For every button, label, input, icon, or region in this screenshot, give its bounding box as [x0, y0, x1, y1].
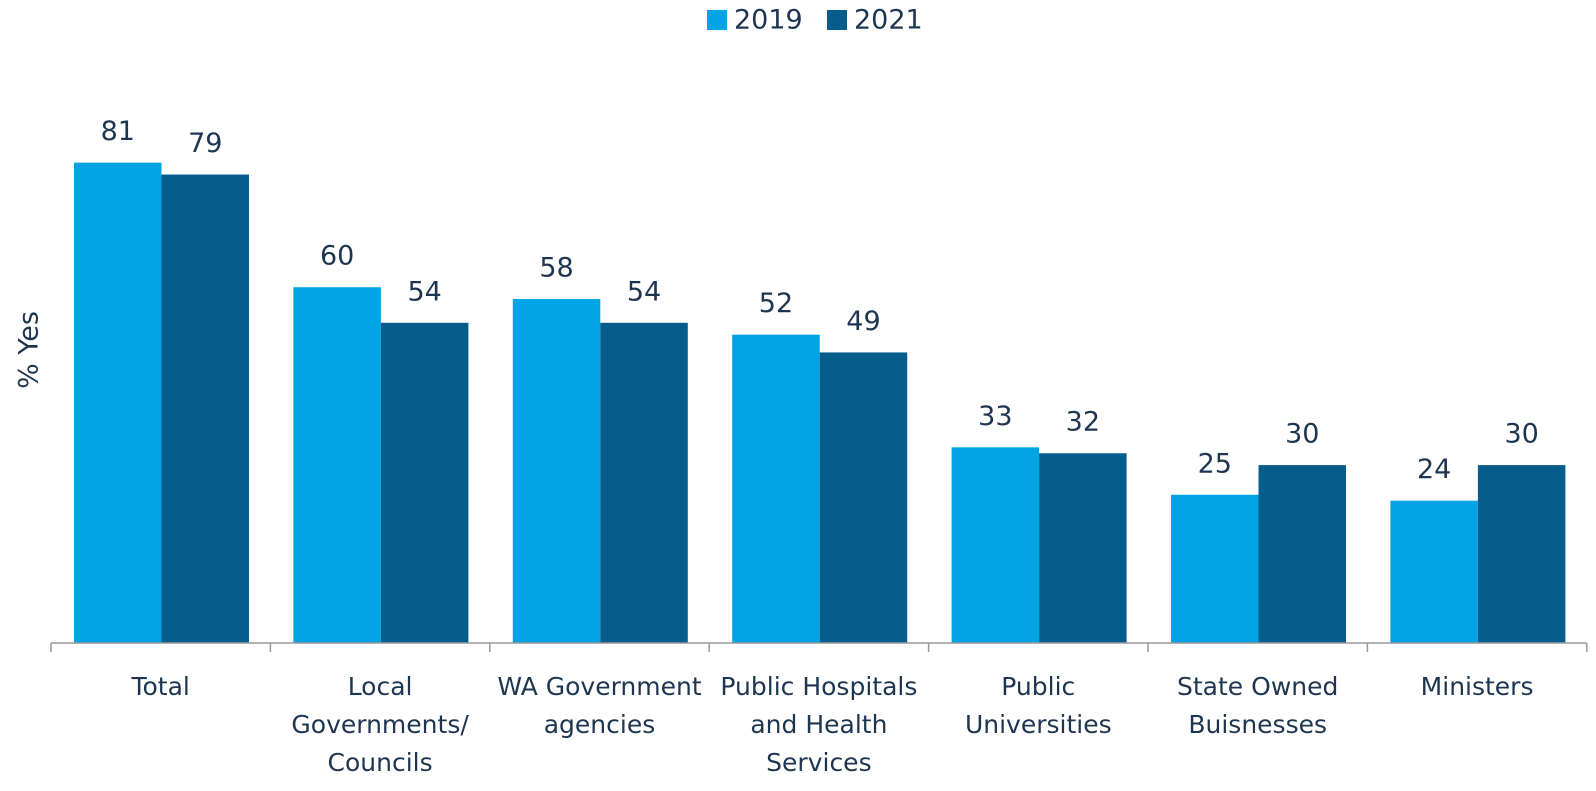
bar [1390, 500, 1478, 643]
data-label: 33 [978, 401, 1012, 432]
data-label: 30 [1285, 419, 1319, 450]
bar [1039, 453, 1127, 643]
bar [1258, 465, 1346, 643]
data-label: 30 [1504, 419, 1538, 450]
data-label: 81 [101, 116, 135, 147]
data-label: 79 [188, 128, 222, 159]
x-tick-label: Ministers [1420, 672, 1534, 701]
data-label: 58 [539, 253, 573, 284]
legend-swatch [827, 10, 847, 30]
legend-label: 2021 [854, 5, 923, 36]
data-label: 32 [1066, 407, 1100, 438]
legend-swatch [707, 10, 727, 30]
data-label: 60 [320, 241, 354, 272]
bar [380, 322, 469, 643]
bar [819, 352, 908, 643]
data-label: 54 [627, 276, 661, 307]
x-tick-label: State Owned Buisnesses [1177, 672, 1339, 739]
bar [293, 287, 381, 643]
bar [512, 299, 601, 643]
x-tick-label: Public Hospitals and Health Services [720, 672, 918, 777]
legend-label: 2019 [734, 5, 803, 36]
data-label: 49 [846, 306, 880, 337]
x-tick-label: Total [131, 672, 190, 701]
data-label: 24 [1417, 454, 1451, 485]
bar [161, 174, 249, 643]
y-axis-label: % Yes [14, 311, 45, 389]
x-tick-label: Local Governments/ Councils [291, 672, 469, 777]
x-tick-label: WA Government agencies [497, 672, 702, 739]
data-label: 25 [1198, 448, 1232, 479]
bar [1171, 494, 1259, 643]
bar [1477, 465, 1566, 643]
data-label: 54 [407, 276, 441, 307]
data-label: 52 [759, 288, 793, 319]
bar [600, 322, 688, 643]
bar [732, 334, 820, 643]
x-tick-label: Public Universities [964, 672, 1112, 739]
bar [74, 162, 162, 644]
bar [951, 447, 1040, 643]
